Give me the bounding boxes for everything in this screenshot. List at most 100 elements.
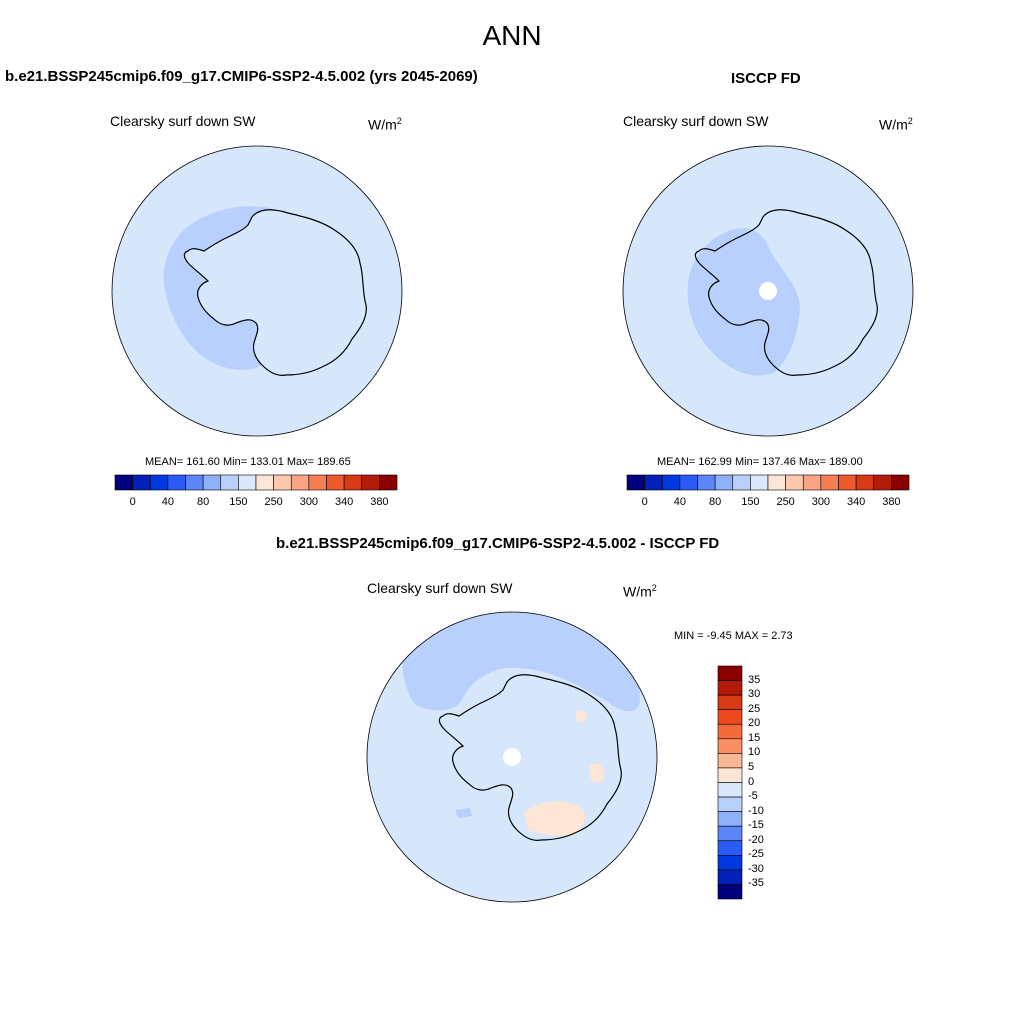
colorbar-tick-label: 30 — [748, 688, 761, 701]
panel2-border — [622, 145, 914, 437]
colorbar-tick-label: 150 — [741, 496, 760, 508]
panel3-map — [366, 611, 658, 903]
colorbar-box — [679, 474, 698, 491]
panel1-units: W/m2 — [368, 116, 402, 133]
colorbar-box — [717, 680, 743, 696]
colorbar-tick-label: 300 — [299, 496, 319, 508]
colorbar-box — [149, 474, 169, 491]
colorbar-tick-label: 0 — [129, 496, 136, 508]
colorbar-box — [361, 474, 380, 491]
colorbar-tick-label: 40 — [673, 496, 686, 508]
colorbar-tick-label: -20 — [748, 833, 764, 846]
colorbar-box — [717, 855, 743, 871]
panel3-border — [366, 611, 658, 903]
colorbar-tick-label: -10 — [748, 804, 764, 817]
colorbar-box — [891, 474, 910, 491]
colorbar-box — [238, 474, 257, 491]
colorbar-box — [785, 474, 804, 491]
panel1-stats: MEAN= 161.60 Min= 133.01 Max= 189.65 — [145, 456, 351, 468]
colorbar-box — [343, 474, 363, 491]
colorbar-box — [820, 474, 839, 491]
colorbar-box — [838, 474, 857, 491]
colorbar-tick-label: 25 — [748, 702, 761, 715]
colorbar-tick-label: 380 — [370, 496, 389, 508]
colorbar-box — [717, 665, 743, 681]
colorbar-box — [273, 474, 292, 491]
colorbar-box — [132, 474, 151, 491]
colorbar-tick-label: 40 — [161, 496, 174, 508]
colorbar-box — [717, 825, 743, 842]
colorbar-tick-label: 300 — [811, 496, 831, 508]
panel2-subtitle: Clearsky surf down SW — [623, 113, 769, 129]
colorbar-tick-label: 340 — [334, 496, 354, 508]
panel2-low-region — [687, 228, 800, 376]
colorbar-box — [167, 474, 186, 491]
colorbar-tick-label: 250 — [776, 496, 795, 508]
colorbar-box — [202, 474, 222, 491]
panel2-stats: MEAN= 162.99 Min= 137.46 Max= 189.00 — [657, 456, 863, 468]
colorbar-box — [644, 474, 663, 491]
colorbar-tick-label: 340 — [846, 496, 866, 508]
colorbar-box — [750, 474, 769, 491]
colorbar-box — [326, 474, 345, 491]
panel3-colorbar — [717, 665, 743, 900]
colorbar-box — [697, 474, 716, 491]
colorbar-box — [714, 474, 734, 491]
colorbar-box — [661, 474, 681, 491]
colorbar-box — [626, 474, 645, 491]
colorbar-box — [717, 694, 743, 710]
panel3-negative-region — [402, 612, 640, 712]
colorbar-box — [717, 796, 743, 812]
panel2-units: W/m2 — [879, 116, 913, 133]
colorbar-tick-label: 0 — [641, 496, 648, 508]
colorbar-box — [220, 474, 239, 491]
panel3-stats: MIN = -9.45 MAX = 2.73 — [674, 630, 793, 642]
colorbar-box — [379, 474, 398, 491]
colorbar-tick-label: 0 — [748, 775, 755, 788]
colorbar-tick-label: -25 — [748, 848, 764, 861]
colorbar-tick-label: 5 — [748, 760, 755, 773]
main-title: ANN — [482, 20, 542, 51]
panel3-positive-spot-east — [590, 763, 605, 784]
panel1-title: b.e21.BSSP245cmip6.f09_g17.CMIP6-SSP2-4.… — [5, 68, 478, 85]
colorbar-box — [717, 811, 743, 827]
colorbar-tick-label: 35 — [748, 673, 761, 686]
panel3-pole-gap — [503, 748, 521, 766]
panel3-title: b.e21.BSSP245cmip6.f09_g17.CMIP6-SSP2-4.… — [276, 535, 720, 552]
colorbar-tick-label: 80 — [709, 496, 722, 508]
colorbar-box — [255, 474, 274, 491]
colorbar-box — [717, 767, 743, 783]
panel3-units: W/m2 — [623, 583, 657, 600]
panel2-pole-gap — [759, 282, 777, 300]
colorbar-box — [855, 474, 875, 491]
colorbar-tick-label: 80 — [197, 496, 210, 508]
colorbar-tick-label: 20 — [748, 717, 761, 730]
colorbar-box — [732, 474, 751, 491]
colorbar-tick-label: -15 — [748, 819, 764, 832]
panel1-map — [111, 145, 403, 437]
colorbar-box — [185, 474, 204, 491]
colorbar-tick-label: -5 — [748, 790, 758, 803]
colorbar-tick-label: -35 — [748, 877, 764, 890]
colorbar-tick-label: 380 — [882, 496, 901, 508]
panel3-subtitle: Clearsky surf down SW — [367, 580, 513, 596]
colorbar-box — [290, 474, 310, 491]
colorbar-tick-label: 150 — [229, 496, 248, 508]
panel2-title: ISCCP FD — [731, 70, 801, 87]
colorbar-box — [767, 474, 786, 491]
colorbar-box — [802, 474, 822, 491]
panel3-positive-spot-north — [576, 710, 587, 723]
colorbar-box — [114, 474, 133, 491]
panel2-map — [622, 145, 914, 437]
panel1-border — [111, 145, 403, 437]
colorbar-box — [717, 738, 743, 754]
panel2-colorbar — [626, 474, 910, 491]
colorbar-tick-label: -30 — [748, 862, 764, 875]
colorbar-box — [717, 723, 743, 740]
colorbar-box — [308, 474, 327, 491]
panel1-colorbar — [114, 474, 398, 491]
panel3-negative-spot — [455, 808, 472, 818]
colorbar-box — [717, 709, 743, 725]
colorbar-box — [717, 782, 743, 798]
